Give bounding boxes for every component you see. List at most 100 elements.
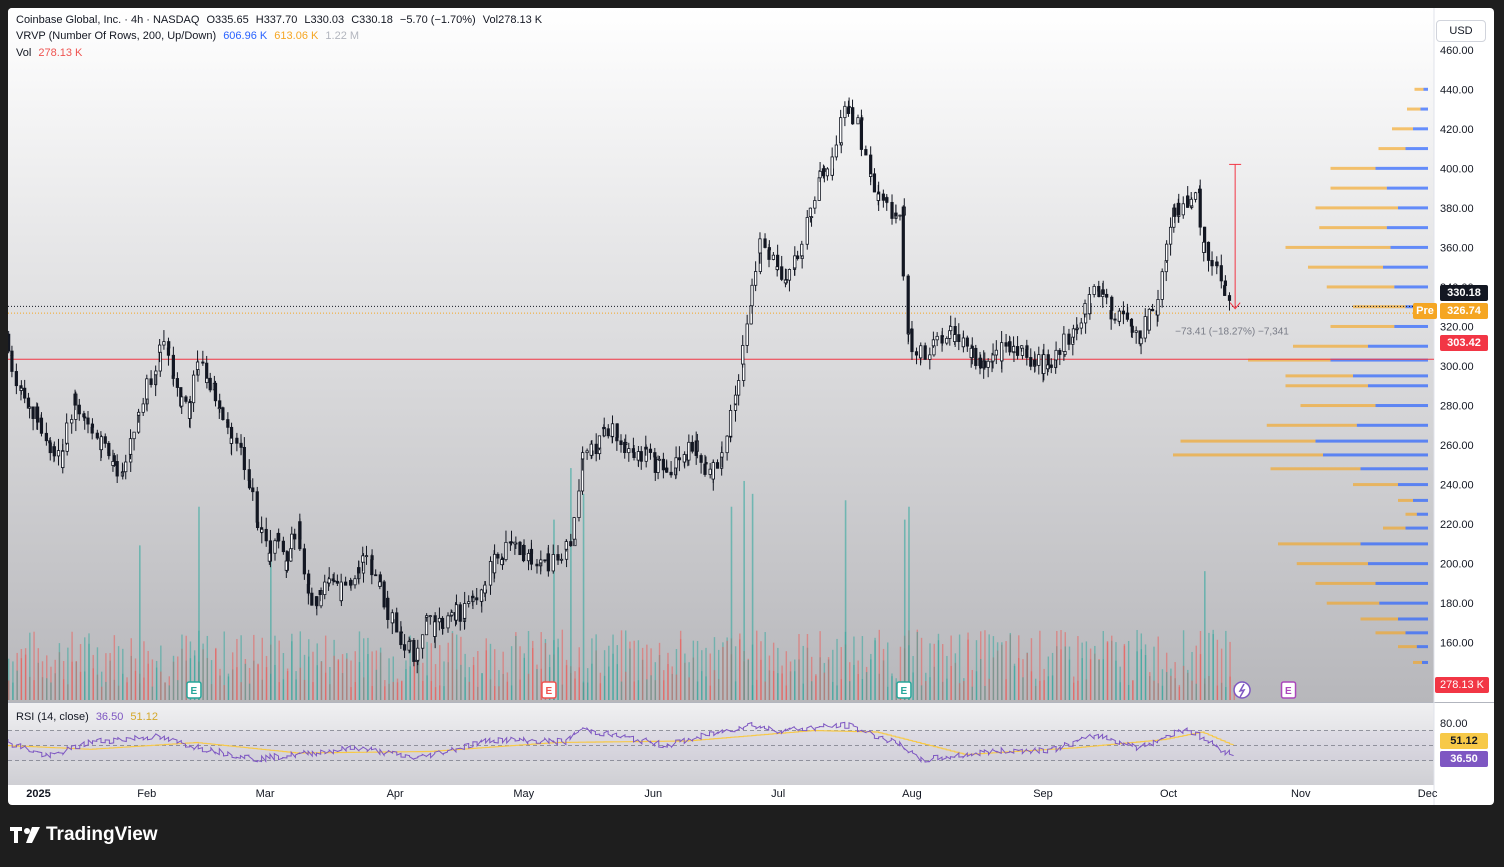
candle-body: [869, 173, 873, 177]
volume-bar: [54, 659, 56, 700]
vrvp-row-up: [1416, 512, 1428, 516]
volume-bar: [667, 652, 669, 700]
volume-bar: [578, 647, 580, 700]
candle-body: [825, 168, 830, 177]
volume-bar: [1102, 659, 1104, 700]
currency-button[interactable]: USD: [1436, 20, 1486, 42]
volume-bar: [980, 659, 982, 700]
candle-body: [437, 617, 442, 623]
candle-body: [919, 345, 923, 359]
vrvp-row-down: [1326, 285, 1395, 289]
candle-body: [546, 553, 550, 572]
volume-bar: [515, 635, 517, 700]
candle-body: [1004, 342, 1008, 347]
candle-body: [306, 583, 310, 594]
y-tick-label: 220.00: [1440, 519, 1474, 531]
volume-bar: [1229, 641, 1231, 700]
candle-body: [1150, 308, 1155, 312]
volume-bar: [455, 634, 458, 700]
y-tick-label: 160.00: [1440, 638, 1474, 650]
candle-body: [145, 378, 149, 400]
y-tick-label: 440.00: [1440, 84, 1474, 96]
vrvp-row-down: [1378, 147, 1406, 151]
volume-bar: [143, 677, 145, 700]
volume-bar: [405, 660, 407, 700]
candle-body: [1223, 285, 1227, 296]
volume-bar: [320, 661, 323, 700]
volume-bar: [853, 664, 855, 700]
chart-frame[interactable]: 460.00440.00420.00400.00380.00360.00340.…: [8, 8, 1494, 805]
vrvp-row-down: [1326, 601, 1380, 605]
rsi-legend[interactable]: RSI (14, close) 36.50 51.12: [16, 711, 162, 723]
volume-bar: [586, 682, 589, 700]
vol-label: Vol: [16, 47, 32, 59]
volume-bar: [413, 641, 416, 700]
volume-bar: [1195, 645, 1197, 700]
volume-bar: [443, 661, 445, 700]
candle-body: [77, 404, 81, 415]
volume-bar: [498, 670, 500, 700]
x-tick-label: Jul: [771, 788, 785, 800]
volume-bar: [8, 658, 10, 700]
candle-body: [86, 417, 90, 425]
vrvp-legend[interactable]: VRVP (Number Of Rows, 200, Up/Down) 606.…: [16, 30, 363, 42]
candle-body: [1058, 349, 1062, 355]
volume-bar: [764, 632, 766, 700]
x-tick-label: Jun: [644, 788, 662, 800]
candle-body: [217, 407, 221, 410]
volume-bar: [865, 672, 868, 700]
earnings-marker-1: [186, 681, 202, 699]
candle-body: [158, 344, 162, 353]
candle-body: [1045, 364, 1050, 370]
volume-bar: [50, 682, 52, 700]
volume-spike-bar: [844, 500, 847, 700]
vrvp-row-down: [1296, 562, 1368, 566]
candle-body: [800, 243, 804, 257]
vrvp-row-down: [1278, 542, 1361, 546]
volume-bar: [261, 637, 263, 700]
volume-bar: [675, 648, 678, 700]
candle-body: [327, 578, 331, 584]
volume-bar: [312, 682, 314, 700]
candle-body: [741, 345, 745, 365]
volume-bar: [1132, 680, 1134, 700]
candle-body: [446, 615, 450, 629]
volume-bar: [1009, 632, 1012, 700]
vrvp-row-down: [1173, 453, 1323, 457]
volume-bar: [33, 631, 35, 700]
volume-bar: [282, 653, 285, 700]
volume-bar: [895, 678, 897, 700]
volume-bar: [802, 683, 804, 700]
volume-bar: [603, 675, 606, 700]
candle-body: [1037, 354, 1041, 366]
candle-body: [881, 193, 885, 201]
volume-bar: [637, 640, 640, 700]
rsi-value: 36.50: [95, 711, 124, 723]
vrvp-row-down: [1383, 526, 1406, 530]
volume-bar: [426, 641, 428, 700]
tradingview-logo[interactable]: TradingView: [10, 824, 158, 846]
candle-body: [339, 581, 343, 602]
volume-bar: [1039, 680, 1041, 700]
volume-bar: [861, 636, 864, 700]
volume-bar: [1140, 633, 1143, 700]
candle-body: [264, 528, 268, 542]
volume-bar: [8, 680, 10, 700]
candle-body: [56, 450, 61, 457]
candle-body: [851, 107, 855, 125]
vrvp-row-up: [1423, 87, 1428, 91]
volume-bar: [675, 674, 678, 700]
volume-bar: [510, 646, 513, 700]
vol-legend[interactable]: Vol 278.13 K: [16, 47, 86, 59]
volume-bar: [291, 641, 293, 700]
candle-body: [715, 462, 720, 469]
candle-body: [344, 581, 348, 586]
chart-canvas[interactable]: 460.00440.00420.00400.00380.00360.00340.…: [8, 8, 1494, 805]
vrvp-row-down: [1319, 226, 1387, 230]
candle-body: [623, 441, 627, 454]
candle-body: [90, 426, 94, 434]
candle-body: [754, 271, 758, 286]
volume-bar: [684, 653, 686, 700]
volume-bar: [561, 629, 564, 700]
candle-body: [564, 541, 568, 550]
